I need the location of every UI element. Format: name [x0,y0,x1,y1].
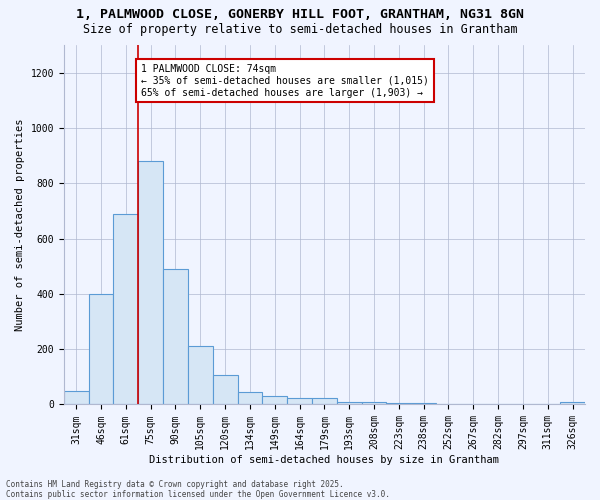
Bar [560,402,585,404]
Y-axis label: Number of semi-detached properties: Number of semi-detached properties [15,118,25,331]
Text: 1, PALMWOOD CLOSE, GONERBY HILL FOOT, GRANTHAM, NG31 8GN: 1, PALMWOOD CLOSE, GONERBY HILL FOOT, GR… [76,8,524,20]
Bar [337,402,362,404]
Bar [113,214,138,404]
Bar [262,396,287,404]
Bar [312,398,337,404]
Bar [138,161,163,404]
Bar [287,398,312,404]
Bar [188,346,212,405]
Bar [238,392,262,404]
Bar [386,403,411,404]
Bar [64,390,89,404]
X-axis label: Distribution of semi-detached houses by size in Grantham: Distribution of semi-detached houses by … [149,455,499,465]
Bar [362,402,386,404]
Text: Contains HM Land Registry data © Crown copyright and database right 2025.
Contai: Contains HM Land Registry data © Crown c… [6,480,390,499]
Bar [212,376,238,404]
Bar [89,294,113,405]
Text: Size of property relative to semi-detached houses in Grantham: Size of property relative to semi-detach… [83,22,517,36]
Text: 1 PALMWOOD CLOSE: 74sqm
← 35% of semi-detached houses are smaller (1,015)
65% of: 1 PALMWOOD CLOSE: 74sqm ← 35% of semi-de… [141,64,429,98]
Bar [163,269,188,404]
